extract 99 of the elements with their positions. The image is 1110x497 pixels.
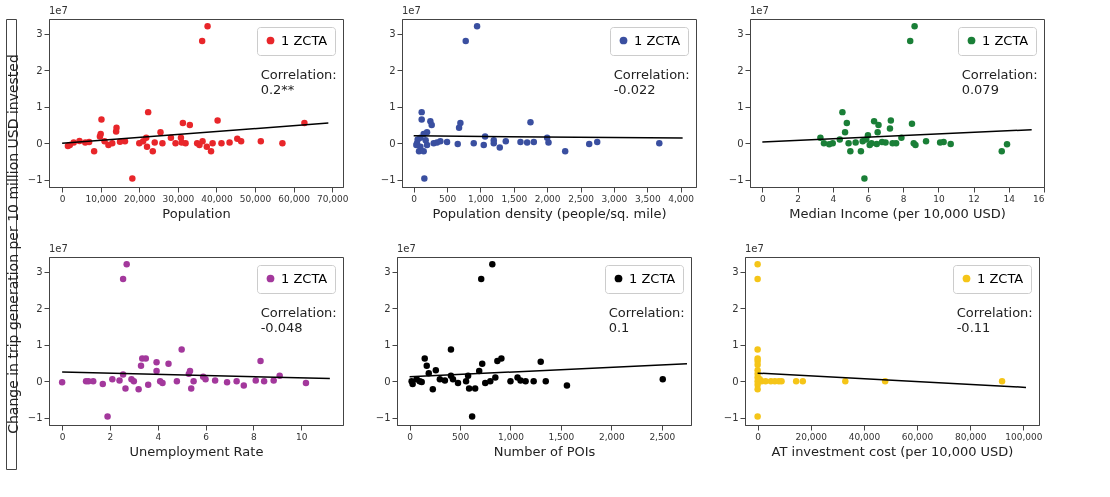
x-tick-label: 0: [59, 193, 66, 204]
y-tick-label: 2: [732, 302, 739, 314]
x-tick-label: 10: [295, 431, 308, 442]
y-axis-title: Change in trip generation per 10 million USD invested: [5, 54, 21, 434]
y-tick-label: −1: [723, 412, 739, 424]
x-axis-title: Median Income (per 10,000 USD): [789, 205, 1006, 221]
x-tick-label: 0: [755, 431, 762, 442]
legend-label: 1 ZCTA: [629, 270, 676, 286]
y-tick-label: 2: [36, 64, 43, 76]
y-tick-label: −1: [27, 412, 43, 424]
y-tick-label: 1: [737, 101, 744, 113]
annotation: Correlation: 0.2**: [260, 67, 337, 98]
y-tick-label: 2: [36, 302, 43, 314]
x-tick-label: 60,000: [901, 431, 934, 442]
y-tick-label: −1: [375, 412, 391, 424]
x-tick-label: 4: [830, 193, 837, 204]
y-tick-label: −1: [728, 174, 744, 186]
x-tick-label: 4: [155, 431, 162, 442]
x-axis-title: Number of POIs: [493, 443, 596, 459]
x-tick-label: 0: [411, 193, 418, 204]
y-tick-label: 3: [384, 266, 391, 278]
text: 1e7: [402, 5, 421, 16]
text: 1e7: [750, 5, 769, 16]
y-tick-label: 0: [389, 137, 396, 149]
x-tick-label: 2,500: [649, 431, 676, 442]
annotation: Correlation: 0.1: [608, 305, 685, 336]
x-tick-label: 1,000: [468, 193, 495, 204]
x-tick-label: 20,000: [124, 193, 156, 204]
x-tick-label: 80,000: [954, 431, 987, 442]
x-tick-label: 16: [1033, 193, 1045, 204]
x-tick-label: 30,000: [162, 193, 195, 204]
x-tick-label: 2,500: [568, 193, 595, 204]
x-tick-label: 3,500: [634, 193, 661, 204]
x-tick-label: 50,000: [239, 193, 272, 204]
x-tick-label: 2: [795, 193, 801, 204]
annotation: Correlation: -0.022: [613, 67, 690, 98]
x-tick-label: 8: [251, 431, 257, 442]
x-axis-title: Unemployment Rate: [129, 443, 264, 459]
x-tick-label: 1,500: [501, 193, 528, 204]
y-tick-label: 0: [36, 137, 43, 149]
x-tick-label: 6: [865, 193, 872, 204]
x-tick-label: 4,000: [668, 193, 695, 204]
y-tick-label: 3: [36, 266, 43, 278]
y-tick-label: 3: [36, 28, 43, 40]
x-tick-label: 70,000: [316, 193, 349, 204]
x-tick-label: 500: [451, 431, 470, 442]
x-tick-label: 100,000: [1005, 431, 1043, 442]
x-tick-label: 500: [438, 193, 457, 204]
text: 1e7: [745, 243, 764, 254]
y-tick-label: 2: [389, 64, 396, 76]
y-tick-label: 3: [732, 266, 739, 278]
y-tick-label: 3: [737, 28, 744, 40]
x-tick-label: 10,000: [85, 193, 118, 204]
x-tick-label: 6: [203, 431, 210, 442]
legend-label: 1 ZCTA: [281, 270, 328, 286]
x-tick-label: 2: [107, 431, 114, 442]
legend-label: 1 ZCTA: [281, 32, 328, 48]
y-tick-label: 2: [737, 64, 744, 76]
x-tick-label: 0: [759, 193, 766, 204]
annotation: Correlation: -0.048: [260, 305, 337, 336]
x-tick-label: 14: [1003, 193, 1016, 204]
x-axis-title: Population density (people/sq. mile): [432, 205, 667, 221]
x-tick-label: 0: [59, 431, 66, 442]
annotation: Correlation: -0.11: [956, 305, 1033, 336]
x-tick-label: 12: [968, 193, 980, 204]
y-tick-label: 2: [384, 302, 391, 314]
x-tick-label: 2,000: [598, 431, 625, 442]
y-tick-label: −1: [380, 174, 396, 186]
y-tick-label: 1: [384, 339, 391, 351]
x-tick-label: 40,000: [848, 431, 881, 442]
legend-label: 1 ZCTA: [977, 270, 1024, 286]
y-tick-label: 3: [389, 28, 396, 40]
text: 1e7: [49, 5, 68, 16]
x-tick-label: 2,000: [534, 193, 561, 204]
legend-label: 1 ZCTA: [634, 32, 681, 48]
y-tick-label: 0: [36, 375, 43, 387]
x-tick-label: 0: [407, 431, 414, 442]
x-axis-title: AT investment cost (per 10,000 USD): [771, 443, 1014, 459]
y-tick-label: −1: [27, 174, 43, 186]
y-tick-label: 1: [36, 101, 43, 113]
legend-label: 1 ZCTA: [982, 32, 1029, 48]
y-tick-label: 0: [737, 137, 744, 149]
y-tick-label: 1: [36, 339, 43, 351]
y-tick-label: 1: [732, 339, 739, 351]
y-tick-label: 0: [384, 375, 391, 387]
x-axis-title: Population: [162, 205, 231, 221]
annotation: Correlation: 0.079: [961, 67, 1038, 98]
y-tick-label: 1: [389, 101, 396, 113]
y-tick-label: 0: [732, 375, 739, 387]
x-tick-label: 3,000: [601, 193, 628, 204]
text: 1e7: [49, 243, 68, 254]
x-tick-label: 40,000: [201, 193, 233, 204]
x-tick-label: 8: [900, 193, 907, 204]
x-tick-label: 60,000: [278, 193, 311, 204]
x-tick-label: 1,500: [548, 431, 575, 442]
x-tick-label: 10: [933, 193, 945, 204]
x-tick-label: 1,000: [498, 431, 525, 442]
x-tick-label: 20,000: [795, 431, 828, 442]
text: 1e7: [397, 243, 416, 254]
